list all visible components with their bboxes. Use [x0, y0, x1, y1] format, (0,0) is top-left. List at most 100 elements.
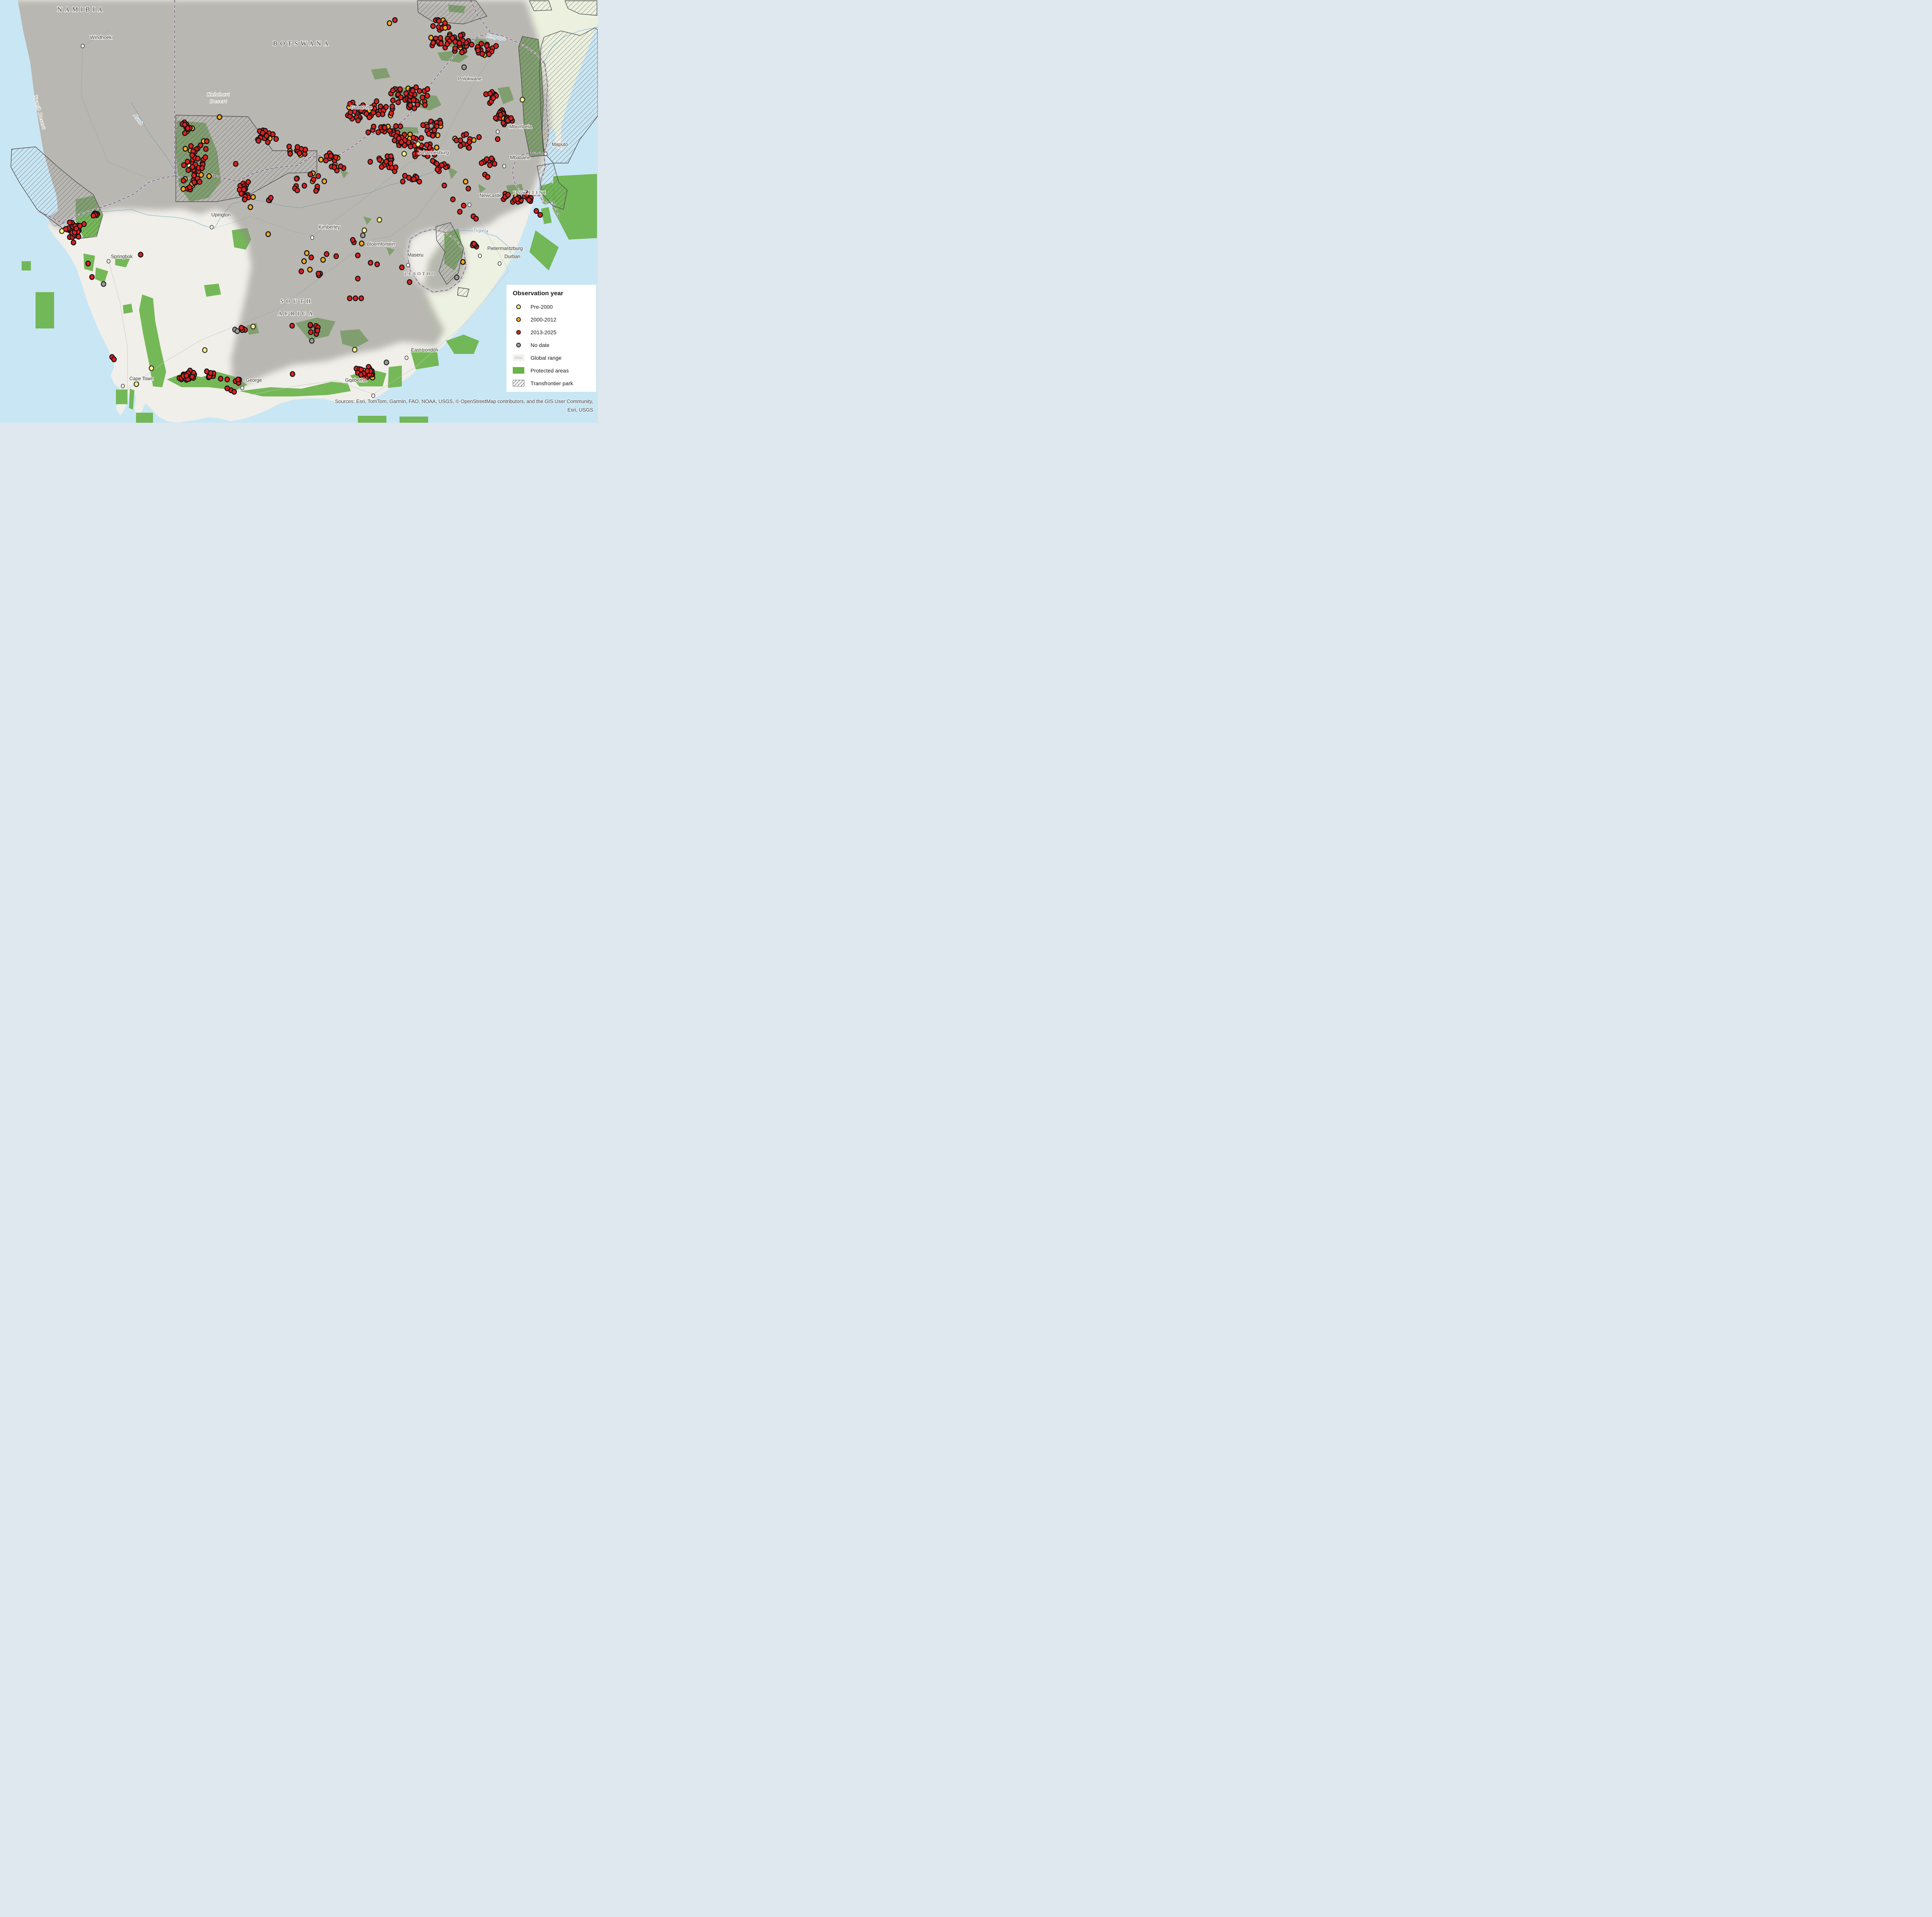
- obs-dot-2013-2025: [90, 213, 96, 219]
- obs-dot-2000-2012: [304, 250, 310, 256]
- obs-dot-2013-2025: [424, 149, 430, 155]
- obs-dot-2013-2025: [333, 253, 339, 259]
- obs-dot-2013-2025: [270, 131, 276, 138]
- obs-dot-2013-2025: [138, 252, 144, 258]
- obs-dot-2013-2025: [273, 136, 279, 142]
- obs-dot-2013-2025: [185, 167, 191, 173]
- protected-area-marine-durban: [529, 230, 559, 270]
- obs-dot-2013-2025: [417, 179, 422, 185]
- country-label-namibia: NAMIBIA: [57, 6, 105, 13]
- obs-dot-2013-2025: [355, 252, 361, 259]
- legend-dot-icon: [512, 304, 525, 309]
- obs-dot-pre-2000: [519, 97, 526, 103]
- border-namibia-southafrica: [37, 175, 175, 224]
- obs-dot-2013-2025: [393, 123, 399, 129]
- obs-dot-2013-2025: [420, 94, 425, 100]
- city-marker-kimberley: [310, 235, 315, 240]
- obs-dot-2000-2012: [359, 240, 365, 247]
- obs-dot-2013-2025: [383, 104, 389, 110]
- city-label-george: George: [246, 378, 262, 383]
- obs-dot-2013-2025: [185, 125, 190, 131]
- obs-dot-2013-2025: [189, 374, 195, 380]
- protected-area-gardenroute-green: [240, 382, 351, 396]
- obs-dot-2013-2025: [355, 117, 361, 124]
- obs-dot-2013-2025: [398, 94, 404, 100]
- obs-dot-2013-2025: [465, 185, 471, 192]
- protected-area-addo-green: [446, 335, 479, 354]
- attribution-line-2: Esri, USGS: [567, 407, 593, 413]
- legend-item-label: Global range: [531, 354, 562, 361]
- legend-title: Observation year: [513, 290, 563, 297]
- protected-area-tankwa-green: [204, 284, 221, 297]
- lubombo-tfp: [537, 163, 568, 210]
- obs-dot-2013-2025: [89, 274, 95, 280]
- obs-dot-2013-2025: [403, 90, 409, 97]
- obs-dot-2013-2025: [374, 261, 380, 267]
- protected-area-marine-capetown-a: [116, 390, 128, 404]
- legend-item-label: Protected areas: [531, 367, 569, 374]
- obs-dot-2013-2025: [347, 101, 353, 107]
- legend-item-global-range: Global range: [512, 351, 592, 364]
- obs-dot-2013-2025: [444, 41, 450, 47]
- obs-dot-2000-2012: [301, 258, 307, 264]
- obs-dot-2013-2025: [308, 322, 313, 328]
- obs-dot-2013-2025: [365, 129, 371, 136]
- obs-dot-2013-2025: [371, 109, 376, 116]
- obs-dot-2013-2025: [73, 226, 79, 232]
- obs-dot-2013-2025: [388, 110, 394, 116]
- city-label-east-london: East London: [411, 347, 438, 353]
- legend-dot-icon: [512, 342, 525, 347]
- protected-area-marine-west-small: [22, 261, 31, 270]
- obs-dot-2013-2025: [347, 295, 353, 301]
- city-marker-maputo: [543, 151, 548, 156]
- obs-dot-2000-2012: [442, 25, 448, 31]
- obs-dot-2013-2025: [508, 115, 514, 121]
- obs-dot-pre-2000: [250, 323, 256, 330]
- legend-item-pre-2000: Pre-2000: [512, 300, 592, 313]
- obs-dot-2000-2012: [265, 231, 271, 237]
- obs-dot-2013-2025: [311, 176, 316, 182]
- obs-dot-2013-2025: [308, 254, 314, 260]
- city-label-mbombela: Mbombela: [509, 124, 532, 129]
- observations-layer: [59, 17, 543, 395]
- obs-dot-2013-2025: [432, 127, 437, 133]
- obs-dot-2013-2025: [488, 155, 495, 162]
- obs-dot-2013-2025: [352, 104, 358, 110]
- road-8: [108, 261, 128, 390]
- obs-dot-2013-2025: [245, 179, 251, 185]
- obs-dot-2013-2025: [76, 233, 82, 240]
- city-marker-george: [240, 386, 245, 390]
- legend-item-label: 2013-2025: [531, 329, 556, 335]
- city-markers-layer: [80, 44, 548, 398]
- obs-dot-pre-2000: [376, 217, 383, 223]
- legend-item-no-date: No date: [512, 338, 592, 351]
- protected-area-marine-west-big: [36, 292, 54, 328]
- protected-area-cederberg-green: [139, 294, 166, 387]
- city-label-mbabane: Mbabane: [510, 155, 530, 160]
- obs-dot-2013-2025: [526, 197, 532, 203]
- obs-dot-2013-2025: [398, 123, 403, 129]
- obs-dot-2013-2025: [424, 93, 430, 99]
- obs-dot-2013-2025: [422, 102, 428, 108]
- obs-dot-2000-2012: [307, 267, 313, 273]
- obs-dot-2013-2025: [406, 175, 412, 181]
- obs-dot-2013-2025: [308, 171, 313, 178]
- obs-dot-2013-2025: [397, 86, 403, 92]
- country-label-lesotho: LESOTHO: [405, 271, 437, 276]
- obs-dot-2013-2025: [471, 241, 477, 247]
- obs-dot-2013-2025: [180, 177, 186, 184]
- obs-dot-2013-2025: [313, 188, 319, 194]
- obs-dot-2013-2025: [390, 97, 396, 104]
- obs-dot-2013-2025: [378, 103, 383, 109]
- obs-dot-2013-2025: [460, 37, 466, 44]
- obs-dot-pre-2000: [133, 381, 139, 387]
- obs-dot-2013-2025: [415, 102, 420, 108]
- obs-dot-2013-2025: [493, 43, 499, 49]
- city-label-kimberley: Kimberley: [318, 225, 340, 230]
- obs-dot-2013-2025: [204, 368, 210, 374]
- obs-dot-2000-2012: [206, 173, 212, 179]
- obs-dot-2013-2025: [85, 260, 91, 267]
- obs-dot-2013-2025: [224, 385, 230, 391]
- obs-dot-2013-2025: [358, 295, 364, 301]
- city-label-springbok: Springbok: [111, 254, 133, 259]
